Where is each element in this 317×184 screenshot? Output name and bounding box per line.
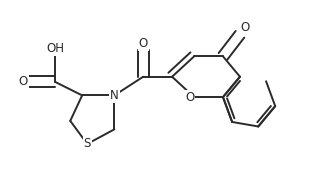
Text: O: O: [185, 91, 194, 104]
Text: O: O: [19, 75, 28, 88]
Text: OH: OH: [46, 42, 64, 55]
Text: N: N: [110, 89, 119, 102]
Text: O: O: [240, 21, 249, 34]
Text: O: O: [139, 37, 148, 49]
Text: S: S: [84, 137, 91, 151]
